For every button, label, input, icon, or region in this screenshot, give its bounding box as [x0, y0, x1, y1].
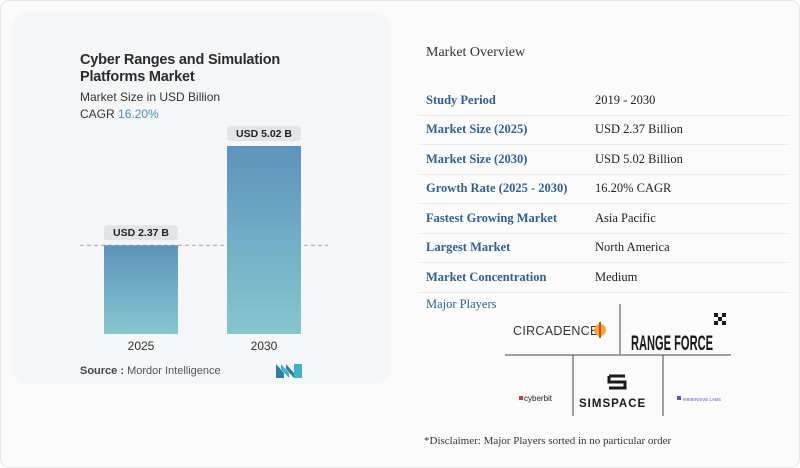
- mordor-intelligence-logo: [276, 364, 302, 378]
- source-name: Mordor Intelligence: [127, 365, 221, 377]
- simspace-logo: SIMSPACE: [579, 374, 646, 410]
- overview-row: Growth Rate (2025 - 2030) 16.20% CAGR: [418, 175, 790, 204]
- overview-row: Market Size (2030) USD 5.02 Billion: [418, 145, 790, 175]
- overview-value: USD 5.02 Billion: [595, 151, 683, 166]
- player-logo-cyberbit: cyberbit: [524, 394, 553, 403]
- market-overview-table: Study Period 2019 - 2030 Market Size (2025…: [418, 86, 790, 293]
- market-overview-title: Market Overview: [426, 45, 526, 60]
- overview-value: Asia Pacific: [595, 210, 656, 225]
- overview-row: Largest Market North America: [418, 234, 790, 263]
- cagr-value: 16.20%: [118, 107, 159, 121]
- overview-value: USD 2.37 Billion: [595, 122, 683, 137]
- overview-value: North America: [595, 240, 670, 255]
- bar-2025: [104, 245, 178, 334]
- immersive-labs-logo: IMMERSIVE LABS: [677, 396, 721, 402]
- overview-value: 16.20% CAGR: [595, 181, 672, 196]
- chart-subtitle: Market Size in USD Billion: [80, 90, 221, 104]
- overview-key: Growth Rate (2025 - 2030): [426, 181, 568, 196]
- cyberbit-logo: cyberbit: [519, 394, 553, 403]
- cagr-line: CAGR 16.20%: [80, 107, 159, 121]
- rangeforce-logo: RANGE FORCE: [631, 313, 726, 355]
- data-label-background: [227, 126, 301, 141]
- overview-key: Market Size (2030): [426, 151, 528, 166]
- x-mark-icon: [714, 313, 726, 325]
- overview-key: Market Size (2025): [426, 122, 528, 137]
- player-logo-simspace: SIMSPACE: [579, 398, 646, 410]
- data-label: USD 5.02 B: [236, 128, 292, 140]
- bar-2030: [227, 146, 301, 334]
- source-label: Source :: [80, 365, 125, 377]
- overview-row: Market Concentration Medium: [418, 263, 790, 293]
- player-logo-immersive-labs: IMMERSIVE LABS: [683, 397, 721, 402]
- data-label: USD 2.37 B: [113, 227, 169, 239]
- bar-chart: USD 2.37 B 2025 USD 5.02 B 2030: [80, 126, 328, 353]
- overview-row: Fastest Growing Market Asia Pacific: [418, 204, 790, 234]
- overview-row: Market Size (2025) USD 2.37 Billion: [418, 116, 790, 145]
- overview-key: Study Period: [426, 92, 496, 107]
- overview-key: Fastest Growing Market: [426, 210, 557, 225]
- major-players-title: Major Players: [426, 297, 497, 311]
- source-line: Source : Mordor Intelligence: [80, 365, 221, 377]
- chart-title: Cyber Ranges and Simulation Platforms Ma…: [80, 52, 281, 85]
- overview-key: Largest Market: [426, 240, 511, 255]
- major-players-logos: CIRCADENCE RANGE FORCE cyberbit SIMSPACE…: [505, 304, 731, 416]
- overview-value: 2019 - 2030: [595, 92, 656, 107]
- chart-card: [12, 12, 390, 384]
- x-tick-label: 2030: [251, 339, 278, 353]
- circadence-logo: CIRCADENCE: [513, 322, 606, 338]
- data-label-background: [104, 225, 178, 241]
- overview-row: Study Period 2019 - 2030: [418, 86, 790, 116]
- cagr-label: CAGR: [80, 107, 115, 121]
- x-tick-label: 2025: [128, 339, 155, 353]
- player-logo-circadence: CIRCADENCE: [513, 324, 599, 338]
- overview-key: Market Concentration: [426, 269, 547, 284]
- player-logo-rangeforce: RANGE FORCE: [631, 332, 713, 355]
- overview-value: Medium: [595, 269, 638, 284]
- disclaimer: *Disclaimer: Major Players sorted in no …: [424, 435, 672, 447]
